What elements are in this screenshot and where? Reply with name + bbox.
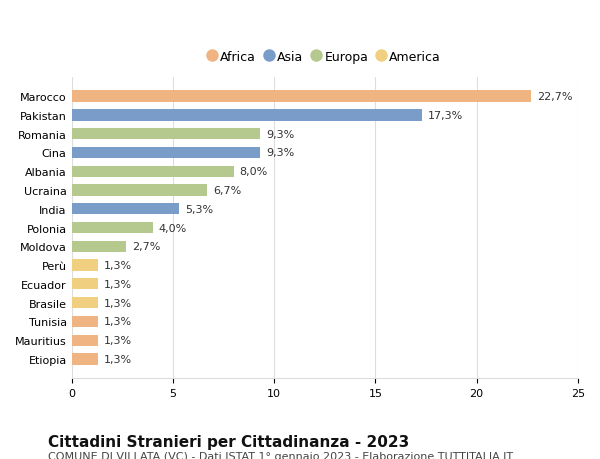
Text: 4,0%: 4,0% (158, 223, 187, 233)
Text: 9,3%: 9,3% (266, 148, 294, 158)
Text: 6,7%: 6,7% (214, 185, 242, 196)
Bar (71, 91, 532, 102)
Text: 1,3%: 1,3% (104, 261, 132, 270)
Text: 17,3%: 17,3% (428, 111, 463, 121)
Bar (71, 353, 98, 365)
Text: 2,7%: 2,7% (133, 242, 161, 252)
Text: Cittadini Stranieri per Cittadinanza - 2023: Cittadini Stranieri per Cittadinanza - 2… (48, 434, 409, 449)
Bar (71, 204, 179, 215)
Text: 5,3%: 5,3% (185, 204, 213, 214)
Bar (71, 316, 98, 327)
Text: 9,3%: 9,3% (266, 129, 294, 140)
Text: 1,3%: 1,3% (104, 336, 132, 346)
Bar (71, 260, 98, 271)
Text: 1,3%: 1,3% (104, 317, 132, 327)
Bar (71, 147, 260, 159)
Text: 1,3%: 1,3% (104, 354, 132, 364)
Bar (71, 110, 422, 121)
Text: 22,7%: 22,7% (538, 92, 573, 102)
Text: COMUNE DI VILLATA (VC) - Dati ISTAT 1° gennaio 2023 - Elaborazione TUTTITALIA.IT: COMUNE DI VILLATA (VC) - Dati ISTAT 1° g… (48, 451, 513, 459)
Text: 1,3%: 1,3% (104, 298, 132, 308)
Bar (71, 335, 98, 346)
Bar (71, 166, 233, 178)
Bar (71, 279, 98, 290)
Bar (71, 297, 98, 308)
Bar (71, 185, 208, 196)
Bar (71, 223, 152, 234)
Bar (71, 241, 126, 252)
Text: 1,3%: 1,3% (104, 279, 132, 289)
Text: 8,0%: 8,0% (240, 167, 268, 177)
Legend: Africa, Asia, Europa, America: Africa, Asia, Europa, America (202, 45, 448, 70)
Bar (71, 129, 260, 140)
